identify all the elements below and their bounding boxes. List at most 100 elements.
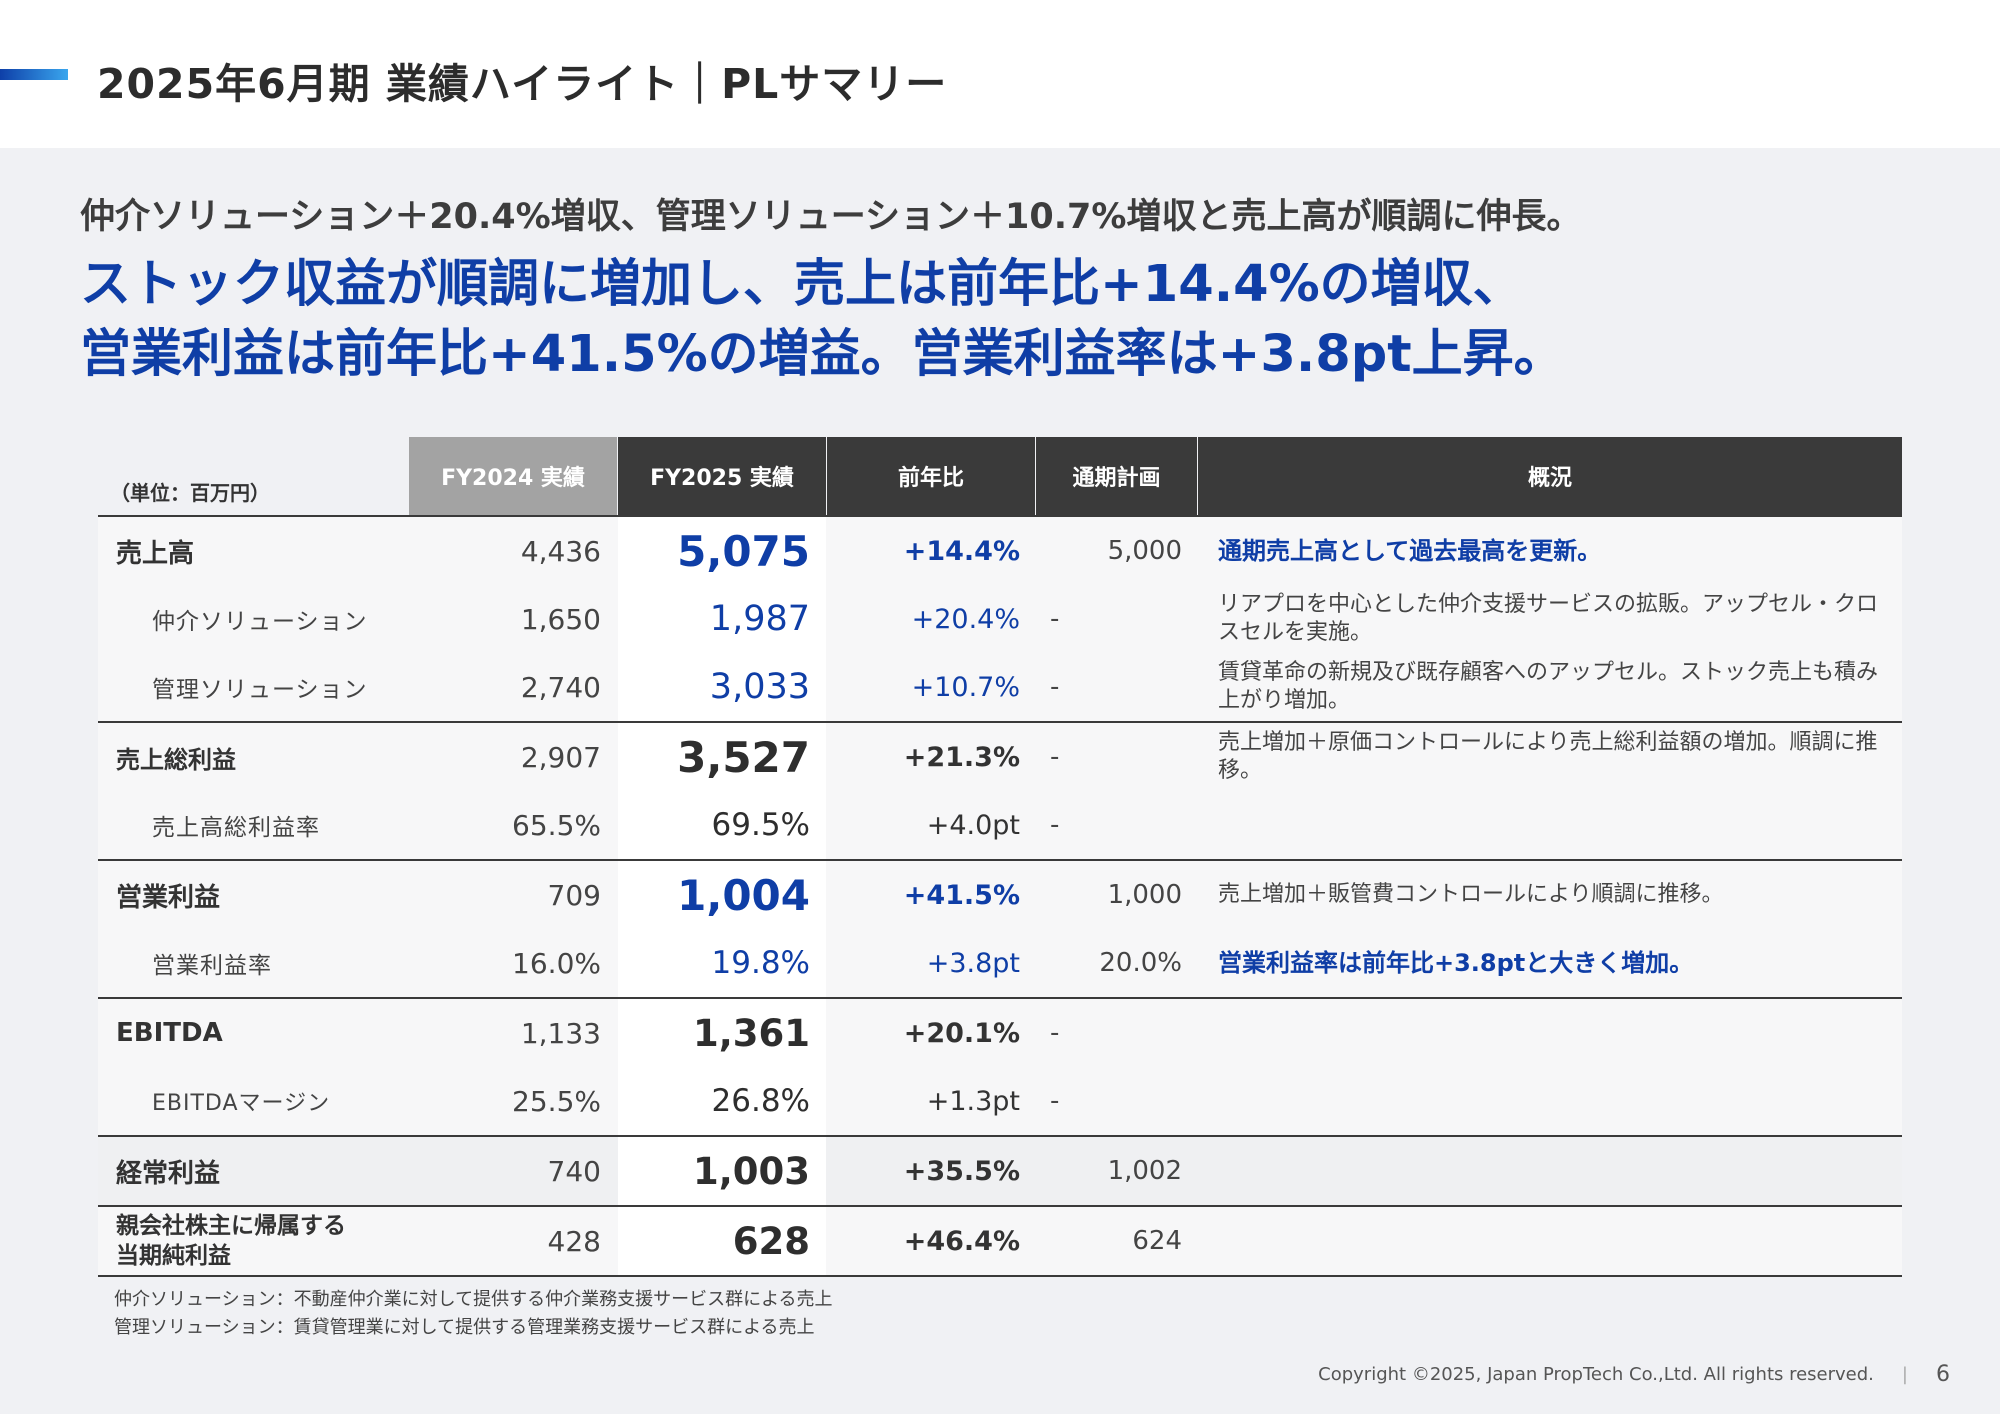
value-yoy: +1.3pt: [926, 1085, 1020, 1117]
value-yoy: +41.5%: [903, 879, 1020, 911]
value-fy2024: 428: [547, 1224, 601, 1258]
row-label: 営業利益率: [152, 953, 272, 979]
table-row: 営業利益 709 1,004 +41.5% 1,000 売上増加＋販管費コントロ…: [98, 861, 1902, 929]
value-plan: 5,000: [1107, 536, 1182, 566]
table-divider: [98, 859, 1902, 861]
slide-header: 2025年6月期 業績ハイライト｜PLサマリー: [0, 0, 2000, 148]
row-note: 通期売上高として過去最高を更新。: [1218, 537, 1602, 565]
row-note: [1218, 1067, 1898, 1135]
value-fy2024: 65.5%: [512, 808, 601, 842]
value-fy2024: 1,133: [520, 1016, 601, 1050]
row-note: 売上増加＋販管費コントロールにより順調に推移。: [1218, 882, 1724, 907]
pl-summary-table: （単位：百万円） FY2024 実績 FY2025 実績 前年比 通期計画 概況…: [98, 437, 1902, 1277]
table-row: 売上総利益 2,907 3,527 +21.3% - 売上増加＋原価コントロール…: [98, 723, 1902, 791]
value-yoy: +14.4%: [903, 535, 1020, 567]
header-accent-bar: [0, 69, 68, 80]
row-label-line-2: 当期純利益: [116, 1243, 231, 1269]
value-plan: -: [1050, 604, 1060, 634]
value-plan: 1,002: [1107, 1156, 1182, 1186]
col-header-fy2024: FY2024 実績: [409, 437, 617, 515]
row-label: 売上高: [116, 538, 195, 569]
headline-line-2: 営業利益は前年比+41.5%の増益。営業利益率は+3.8pt上昇。: [80, 325, 1565, 384]
copyright-text: Copyright ©2025, Japan PropTech Co.,Ltd.…: [1318, 1364, 1874, 1385]
row-label-line-1: 親会社株主に帰属する: [116, 1213, 346, 1239]
value-fy2025: 1,004: [677, 870, 810, 920]
footer: Copyright ©2025, Japan PropTech Co.,Ltd.…: [1318, 1362, 1950, 1387]
row-note: [1218, 1207, 1898, 1275]
table-divider: [98, 721, 1902, 723]
page-number: 6: [1936, 1362, 1950, 1387]
value-yoy: +21.3%: [903, 741, 1020, 773]
table-divider: [98, 997, 1902, 999]
row-label: 売上高総利益率: [152, 815, 320, 841]
row-label: 経常利益: [116, 1158, 221, 1189]
table-row: 売上高 4,436 5,075 +14.4% 5,000 通期売上高として過去最…: [98, 517, 1902, 585]
row-note: 賃貸革命の新規及び既存顧客へのアップセル。ストック売上も積み上がり増加。: [1218, 660, 1879, 713]
footnotes: 仲介ソリューション：不動産仲介業に対して提供する仲介業務支援サービス群による売上…: [114, 1286, 833, 1342]
value-fy2025: 19.8%: [711, 945, 810, 981]
row-label: EBITDAマージン: [152, 1091, 331, 1116]
col-header-yoy: 前年比: [827, 437, 1035, 515]
value-yoy: +20.1%: [903, 1017, 1020, 1049]
value-fy2025: 3,527: [677, 732, 810, 782]
value-plan: -: [1050, 1086, 1060, 1116]
row-note: [1218, 1137, 1898, 1205]
value-yoy: +10.7%: [911, 671, 1020, 703]
footnote-2: 管理ソリューション：賃貸管理業に対して提供する管理業務支援サービス群による売上: [114, 1317, 815, 1338]
row-label: 売上総利益: [116, 745, 236, 774]
value-yoy: +20.4%: [911, 603, 1020, 635]
row-label: 営業利益: [116, 882, 221, 913]
row-note: [1218, 999, 1898, 1067]
value-fy2025: 5,075: [677, 526, 810, 576]
table-divider: [98, 515, 1902, 517]
value-plan: 624: [1132, 1226, 1182, 1256]
value-plan: -: [1050, 1018, 1060, 1048]
value-fy2025: 3,033: [709, 667, 810, 707]
table-divider: [98, 1205, 1902, 1207]
value-fy2024: 16.0%: [512, 946, 601, 980]
headline-line-1: ストック収益が順調に増加し、売上は前年比+14.4%の増収、: [80, 255, 1524, 314]
value-fy2025: 1,361: [692, 1011, 810, 1055]
value-plan: 20.0%: [1099, 948, 1182, 978]
value-plan: 1,000: [1107, 880, 1182, 910]
col-header-fy2025: FY2025 実績: [618, 437, 826, 515]
col-header-plan: 通期計画: [1036, 437, 1197, 515]
table-row: EBITDA 1,133 1,361 +20.1% -: [98, 999, 1902, 1067]
col-header-summary: 概況: [1198, 437, 1902, 515]
value-yoy: +4.0pt: [926, 809, 1020, 841]
row-label: 親会社株主に帰属する 当期純利益: [116, 1207, 346, 1275]
row-note: [1218, 791, 1898, 859]
table-row: 仲介ソリューション 1,650 1,987 +20.4% - リアプロを中心とし…: [98, 585, 1902, 653]
value-fy2024: 4,436: [520, 534, 601, 568]
footer-separator: |: [1901, 1364, 1908, 1385]
value-fy2024: 740: [547, 1154, 601, 1188]
value-fy2024: 25.5%: [512, 1084, 601, 1118]
row-label: EBITDA: [116, 1018, 223, 1048]
footnote-1: 仲介ソリューション：不動産仲介業に対して提供する仲介業務支援サービス群による売上: [114, 1289, 833, 1310]
value-fy2025: 69.5%: [711, 807, 810, 843]
value-fy2025: 628: [732, 1219, 810, 1263]
row-note: 営業利益率は前年比+3.8ptと大きく増加。: [1218, 949, 1694, 977]
unit-label: （単位：百万円）: [110, 481, 270, 505]
row-note: リアプロを中心とした仲介支援サービスの拡販。アップセル・クロスセルを実施。: [1218, 592, 1879, 645]
table-row: 管理ソリューション 2,740 3,033 +10.7% - 賃貸革命の新規及び…: [98, 653, 1902, 721]
table-row: 売上高総利益率 65.5% 69.5% +4.0pt -: [98, 791, 1902, 859]
table-row: 営業利益率 16.0% 19.8% +3.8pt 20.0% 営業利益率は前年比…: [98, 929, 1902, 997]
table-divider: [98, 1275, 1902, 1277]
value-plan: -: [1050, 672, 1060, 702]
table-row: 経常利益 740 1,003 +35.5% 1,002: [98, 1137, 1902, 1205]
value-yoy: +35.5%: [903, 1155, 1020, 1187]
value-fy2024: 2,907: [520, 740, 601, 774]
table-header: （単位：百万円） FY2024 実績 FY2025 実績 前年比 通期計画 概況: [98, 437, 1902, 515]
value-plan: -: [1050, 810, 1060, 840]
value-fy2025: 26.8%: [711, 1083, 810, 1119]
value-yoy: +3.8pt: [926, 947, 1020, 979]
value-plan: -: [1050, 742, 1060, 772]
value-yoy: +46.4%: [903, 1225, 1020, 1257]
table-row: EBITDAマージン 25.5% 26.8% +1.3pt -: [98, 1067, 1902, 1135]
value-fy2024: 1,650: [520, 602, 601, 636]
table-row: 親会社株主に帰属する 当期純利益 428 628 +46.4% 624: [98, 1207, 1902, 1275]
value-fy2024: 2,740: [520, 670, 601, 704]
headline: ストック収益が順調に増加し、売上は前年比+14.4%の増収、 営業利益は前年比+…: [80, 250, 1900, 390]
row-note: 売上増加＋原価コントロールにより売上総利益額の増加。順調に推移。: [1218, 730, 1878, 783]
